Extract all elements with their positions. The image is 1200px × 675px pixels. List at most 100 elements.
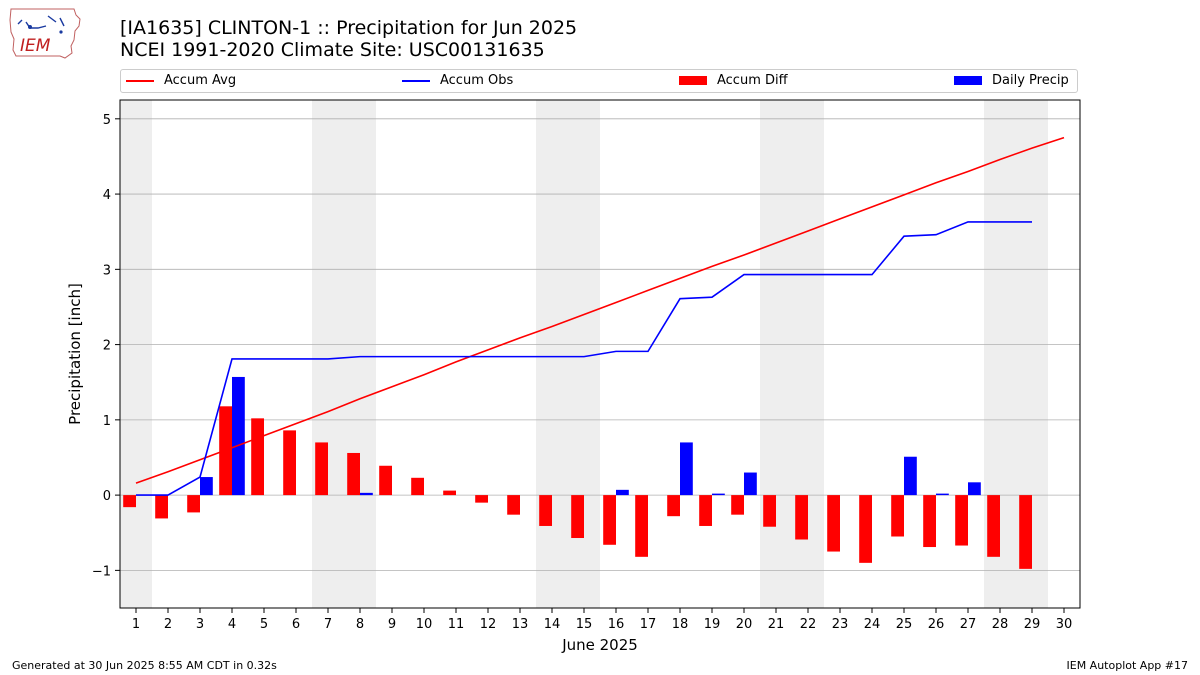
daily-precip-bar	[936, 493, 949, 496]
weekend-band-21	[760, 100, 792, 608]
weekend-band-8	[344, 100, 376, 608]
iem-logo: IEM	[8, 6, 82, 64]
accum-diff-bar	[507, 495, 520, 515]
y-axis-label: Precipitation [inch]	[66, 283, 84, 425]
x-tick-label: 30	[1056, 617, 1073, 632]
x-tick-label: 10	[416, 617, 433, 632]
accum-diff-bar	[539, 495, 552, 526]
legend-swatch-accum-avg	[126, 79, 154, 82]
daily-precip-bar	[968, 482, 981, 496]
x-tick-label: 3	[196, 617, 204, 632]
x-tick-label: 18	[672, 617, 689, 632]
legend-label-daily-precip: Daily Precip	[992, 73, 1069, 88]
chart-subtitle: NCEI 1991-2020 Climate Site: USC00131635	[120, 39, 545, 61]
accum-diff-bar	[731, 495, 744, 515]
y-tick-label: 0	[103, 489, 111, 504]
legend-item-accum-obs: Accum Obs	[402, 73, 513, 89]
x-tick-label: 6	[292, 617, 300, 632]
app-note: IEM Autoplot App #17	[1066, 659, 1189, 672]
accum-diff-bar	[251, 418, 264, 496]
accum-diff-bar	[635, 495, 648, 557]
legend-label-accum-diff: Accum Diff	[717, 73, 788, 88]
x-tick-label: 7	[324, 617, 332, 632]
x-tick-label: 4	[228, 617, 236, 632]
legend-item-daily-precip: Daily Precip	[954, 73, 1069, 89]
y-tick-label: 1	[103, 414, 111, 429]
legend-item-accum-diff: Accum Diff	[679, 73, 788, 89]
legend-swatch-accum-diff	[679, 76, 707, 85]
daily-precip-bar	[744, 472, 757, 496]
x-tick-label: 19	[704, 617, 721, 632]
x-tick-label: 8	[356, 617, 364, 632]
accum-diff-bar	[955, 495, 968, 546]
x-tick-label: 20	[736, 617, 753, 632]
generated-note: Generated at 30 Jun 2025 8:55 AM CDT in …	[12, 659, 277, 672]
grid-lines	[120, 118, 1080, 571]
x-tick-label: 1	[132, 617, 140, 632]
y-tick-label: 4	[103, 188, 111, 203]
x-tick-label: 26	[928, 617, 945, 632]
accum-diff-bar	[987, 495, 1000, 557]
accum-diff-bar	[123, 495, 136, 508]
accum-diff-bar	[1019, 495, 1032, 569]
weekend-band-14	[536, 100, 568, 608]
accum-diff-bar	[571, 495, 584, 539]
accum-diff-bar	[411, 477, 424, 496]
x-tick-label: 25	[896, 617, 913, 632]
x-tick-label: 21	[768, 617, 785, 632]
daily-precip-bar	[616, 489, 629, 496]
x-tick-label: 12	[480, 617, 497, 632]
legend-swatch-accum-obs	[402, 79, 430, 82]
accum-diff-bar	[827, 495, 840, 552]
accum-diff-bar	[443, 490, 456, 496]
x-tick-label: 17	[640, 617, 657, 632]
legend: Accum Avg Accum Obs Accum Diff Daily Pre…	[120, 69, 1078, 93]
daily-precip-bar	[680, 442, 693, 496]
y-tick-label: 3	[103, 263, 111, 278]
x-axis-label: June 2025	[561, 636, 638, 654]
accum-diff-bar	[667, 495, 680, 517]
x-tick-label: 14	[544, 617, 561, 632]
accum-diff-bar	[795, 495, 808, 540]
accum-diff-bar	[315, 442, 328, 496]
daily-precip-bar	[360, 492, 373, 496]
legend-swatch-daily-precip	[954, 76, 982, 85]
bars	[123, 376, 1032, 569]
x-tick-label: 22	[800, 617, 817, 632]
accum-diff-bar	[475, 495, 488, 503]
lines	[135, 136, 1065, 496]
weekend-band-1	[120, 100, 152, 608]
daily-precip-bar	[200, 477, 213, 496]
accum-diff-bar	[699, 495, 712, 526]
x-tick-label: 5	[260, 617, 268, 632]
legend-label-accum-avg: Accum Avg	[164, 73, 237, 88]
accum-diff-bar	[603, 495, 616, 545]
x-tick-label: 29	[1024, 617, 1041, 632]
accum-diff-bar	[155, 495, 168, 519]
accum-diff-bar	[283, 430, 296, 496]
x-tick-label: 13	[512, 617, 529, 632]
daily-precip-bar	[232, 376, 245, 496]
accum-diff-bar	[891, 495, 904, 537]
y-tick-label: 5	[103, 113, 111, 128]
x-tick-label: 11	[448, 617, 465, 632]
weekend-band-7	[312, 100, 344, 608]
legend-item-accum-avg: Accum Avg	[126, 73, 236, 89]
chart-title: [IA1635] CLINTON-1 :: Precipitation for …	[120, 17, 578, 39]
plot-frame	[119, 99, 1081, 609]
x-tick-label: 15	[576, 617, 593, 632]
x-tick-label: 23	[832, 617, 849, 632]
accum-diff-bar	[187, 495, 200, 513]
accum-obs-line	[136, 221, 1032, 496]
x-tick-label: 16	[608, 617, 625, 632]
daily-precip-bar	[904, 456, 917, 496]
x-tick-label: 28	[992, 617, 1009, 632]
x-tick-label: 9	[388, 617, 396, 632]
accum-diff-bar	[923, 495, 936, 548]
logo-text: IEM	[20, 36, 51, 56]
accum-diff-bar	[379, 465, 392, 496]
x-tick-label: 27	[960, 617, 977, 632]
legend-label-accum-obs: Accum Obs	[440, 73, 514, 88]
